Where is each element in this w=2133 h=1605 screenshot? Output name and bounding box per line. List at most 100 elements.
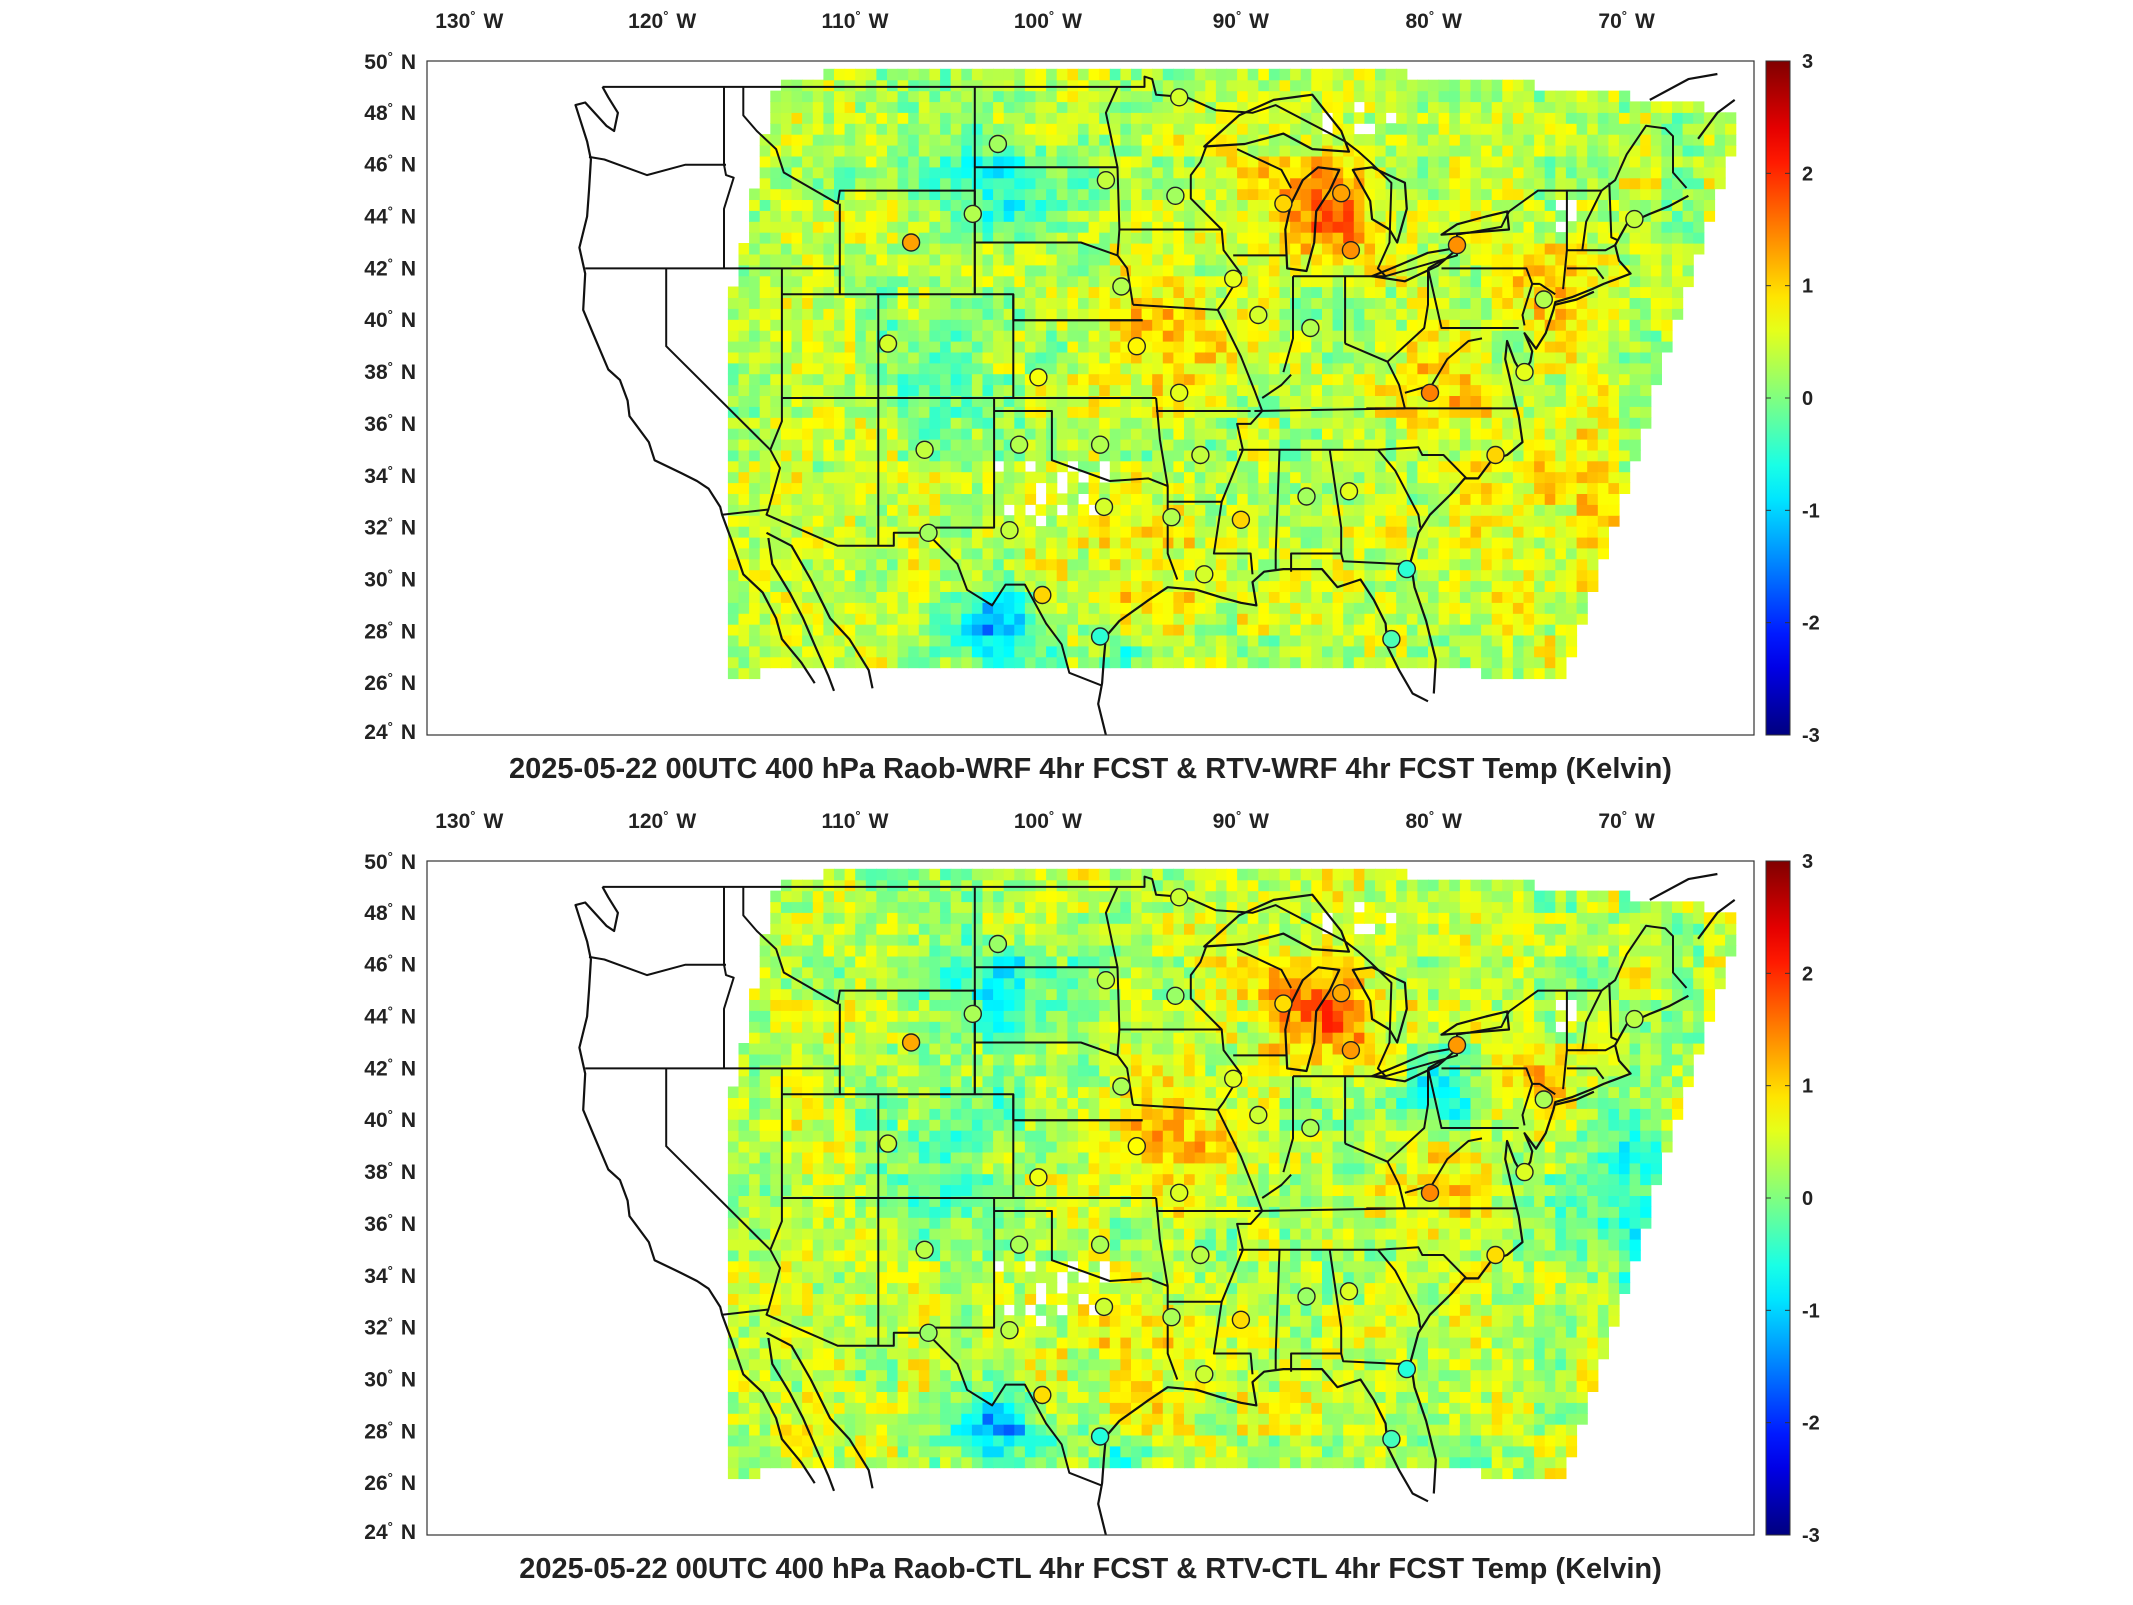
longitude-tick-label: 110°W [822,808,889,833]
longitude-tick-label: 100°W [1014,8,1082,33]
latitude-tick-label: 24°N [364,719,416,744]
colorbar-tick-label: -2 [1802,1413,1820,1435]
colorbar-tick-label: 2 [1802,963,1813,985]
raob-station-marker [1422,1184,1439,1201]
raob-station-marker [1342,1042,1359,1059]
raob-station-marker [1097,972,1114,989]
raob-station-marker [1196,566,1213,583]
map-svg-bottom: 130°W 120°W 110°W 100°W 90°W 80°W 70°W 50°N 48°N… [0,800,2133,1600]
longitude-tick-label: 130°W [435,8,503,33]
colorbar-tick-label: -3 [1802,725,1820,747]
longitude-tick-label: 70°W [1598,808,1655,833]
latitude-tick-label: 40°N [364,307,416,332]
raob-station-marker [1383,631,1400,648]
latitude-tick-label: 34°N [364,1263,416,1288]
raob-station-marker [903,234,920,251]
latitude-tick-label: 32°N [364,1315,416,1340]
longitude-tick-label: 130°W [435,808,503,833]
longitude-tick-label: 80°W [1406,8,1463,33]
longitude-tick-label: 110°W [822,8,889,33]
longitude-tick-label: 120°W [628,8,696,33]
raob-station-marker [1034,1387,1051,1404]
raob-station-marker [1030,1169,1047,1186]
raob-station-marker [920,1324,937,1341]
raob-station-marker [916,1241,933,1258]
raob-station-marker [1092,1428,1109,1445]
raob-station-marker [1092,628,1109,645]
raob-station-marker [1171,89,1188,106]
longitude-tick-label: 90°W [1213,808,1270,833]
raob-station-marker [1113,1078,1130,1095]
latitude-tick-label: 28°N [364,618,416,643]
latitude-tick-label: 44°N [364,1004,416,1029]
latitude-tick-label: 40°N [364,1107,416,1132]
raob-station-marker [1113,278,1130,295]
colorbar-tick-label: -1 [1802,1300,1820,1322]
latitude-tick-label: 46°N [364,952,416,977]
raob-station-marker [903,1034,920,1051]
latitude-tick-label: 28°N [364,1418,416,1443]
latitude-tick-label: 44°N [364,204,416,229]
longitude-tick-label: 100°W [1014,808,1082,833]
raob-station-marker [880,1135,897,1152]
raob-station-marker [1626,211,1643,228]
raob-station-marker [964,1005,981,1022]
latitude-tick-label: 30°N [364,567,416,592]
raob-station-marker [1011,1236,1028,1253]
raob-station-marker [989,936,1006,953]
raob-station-marker [1001,522,1018,539]
latitude-tick-label: 48°N [364,100,416,125]
raob-station-marker [1011,436,1028,453]
raob-station-marker [1449,1037,1466,1054]
raob-station-marker [880,335,897,352]
colorbar-tick-label: 0 [1802,1188,1813,1210]
latitude-tick-label: 36°N [364,1211,416,1236]
raob-station-marker [1383,1431,1400,1448]
raob-station-marker [1535,1091,1552,1108]
raob-station-marker [1192,447,1209,464]
raob-station-marker [964,205,981,222]
colorbar-tick-label: 3 [1802,851,1813,873]
latitude-tick-label: 34°N [364,463,416,488]
raob-station-marker [1034,587,1051,604]
raob-station-marker [1535,291,1552,308]
raob-station-marker [1192,1247,1209,1264]
colorbar-tick-label: 1 [1802,276,1813,298]
raob-station-marker [1398,1361,1415,1378]
raob-station-marker [1171,889,1188,906]
raob-station-marker [1128,338,1145,355]
latitude-tick-label: 50°N [364,849,416,874]
map-panel-bottom: 130°W 120°W 110°W 100°W 90°W 80°W 70°W 50°N 48°N… [0,800,2133,1600]
raob-station-marker [916,441,933,458]
latitude-tick-label: 36°N [364,411,416,436]
raob-station-marker [1341,1283,1358,1300]
raob-station-marker [1422,384,1439,401]
longitude-tick-label: 80°W [1406,808,1463,833]
latitude-tick-label: 26°N [364,670,416,695]
map-title: 2025-05-22 00UTC 400 hPa Raob-WRF 4hr FC… [509,753,1672,785]
map-title: 2025-05-22 00UTC 400 hPa Raob-CTL 4hr FC… [519,1553,1662,1585]
raob-station-marker [1250,307,1267,324]
raob-station-marker [1128,1138,1145,1155]
raob-station-marker [1449,237,1466,254]
raob-station-marker [1232,511,1249,528]
raob-station-marker [1398,561,1415,578]
latitude-tick-label: 26°N [364,1470,416,1495]
latitude-tick-label: 24°N [364,1519,416,1544]
colorbar-tick-label: 0 [1802,388,1813,410]
raob-station-marker [1302,1120,1319,1137]
latitude-tick-label: 30°N [364,1367,416,1392]
longitude-tick-label: 90°W [1213,8,1270,33]
raob-station-marker [1487,447,1504,464]
raob-station-marker [1092,1236,1109,1253]
raob-station-marker [1001,1322,1018,1339]
raob-station-marker [1092,436,1109,453]
raob-station-marker [1030,369,1047,386]
longitude-tick-label: 120°W [628,808,696,833]
colorbar-tick-label: -1 [1802,500,1820,522]
raob-station-marker [1298,1288,1315,1305]
raob-station-marker [1167,187,1184,204]
raob-station-marker [1333,985,1350,1002]
latitude-tick-label: 48°N [364,900,416,925]
